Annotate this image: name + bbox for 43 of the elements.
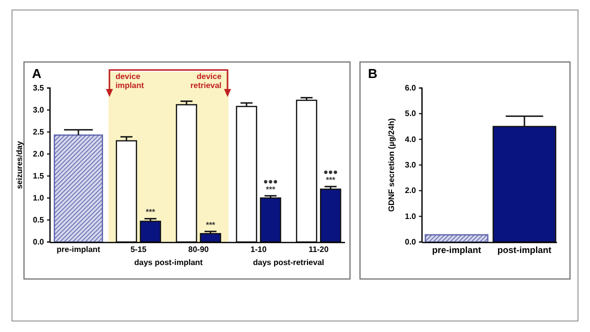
y-tick-label: 2.0	[32, 150, 45, 159]
x-tick-label: 11-20	[308, 245, 330, 254]
y-tick-label: 0.0	[32, 238, 45, 247]
y-tick-label: 1.0	[404, 212, 417, 221]
y-tick-label: 3.5	[32, 84, 45, 93]
data-label: ***	[146, 208, 156, 217]
y-tick-label: 0.5	[32, 216, 45, 225]
x-tick-label: pre-implant	[432, 245, 482, 256]
bar	[140, 220, 162, 243]
text: days post-implant	[134, 258, 204, 267]
bar	[236, 106, 258, 243]
bar	[296, 100, 318, 243]
y-tick-label: 5.0	[404, 109, 417, 118]
bar	[176, 104, 198, 243]
x-tick-label: pre-implant	[56, 245, 101, 254]
y-tick-label: 4.0	[404, 134, 417, 144]
y-tick-label: 2.5	[32, 128, 45, 137]
data-label: ***	[206, 220, 216, 230]
y-tick-label: 1.0	[32, 194, 45, 203]
bar	[320, 188, 342, 243]
bar	[54, 134, 104, 243]
x-tick-label: 5-15	[130, 245, 148, 254]
y-tick-label: 2.0	[404, 186, 417, 196]
annotation: device implant	[115, 72, 144, 90]
text: days post-retrieval	[252, 258, 324, 267]
y-axis-title: seizures/day	[15, 140, 24, 190]
y-tick-label: 1.5	[32, 172, 45, 181]
x-tick-label: 1-10	[250, 245, 268, 254]
y-tick-label: 6.0	[404, 84, 417, 93]
x-tick-label: 80-90	[188, 245, 210, 254]
data-label: ●●● ***	[263, 176, 278, 194]
bar	[260, 197, 282, 243]
data-label: ●●● ***	[323, 168, 338, 185]
chart-title: B	[368, 66, 378, 81]
annotation: device retrieval	[190, 72, 222, 90]
bar	[116, 140, 138, 243]
y-tick-label: 3.0	[404, 160, 417, 170]
chart-title: A	[32, 66, 42, 81]
y-axis-title: GDNF secretion (µg/24h)	[387, 118, 396, 212]
x-tick-label: post-implant	[497, 245, 552, 256]
y-tick-label: 3.0	[32, 106, 45, 115]
y-tick-label: 0.0	[404, 238, 417, 247]
bar	[200, 233, 222, 243]
